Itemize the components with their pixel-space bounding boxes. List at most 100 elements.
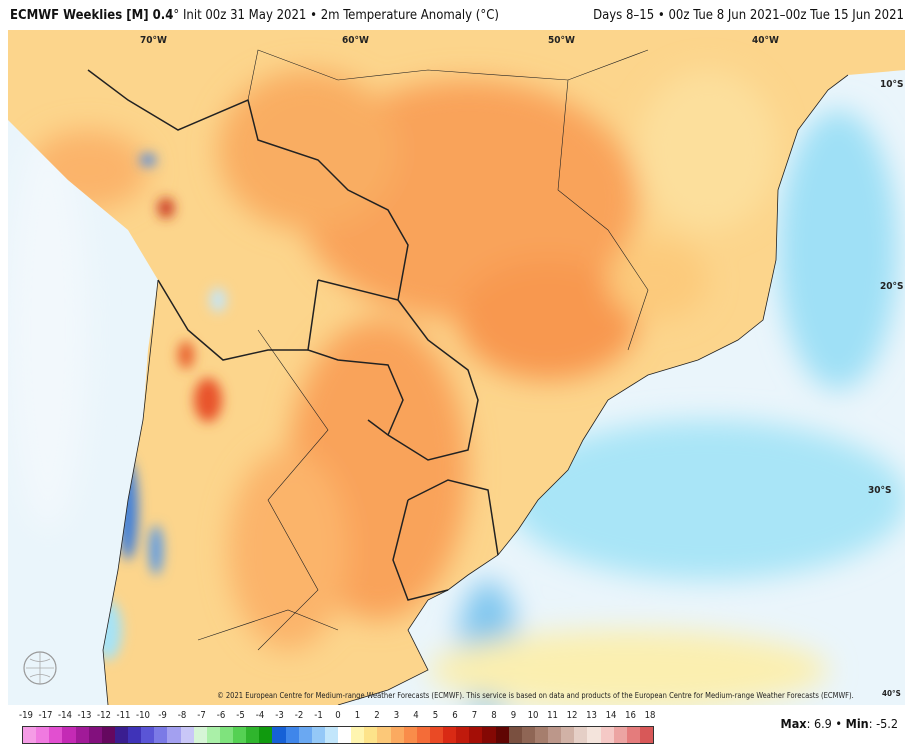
colorbar-swatch [587,727,601,743]
model-title: ECMWF Weeklies [M] 0.4 [10,8,174,23]
colorbar-tick: 16 [625,710,636,721]
colorbar-tick: 5 [432,710,439,721]
colorbar-swatch [508,727,522,743]
temperature-anomaly-map [8,30,905,705]
colorbar-swatch [180,727,194,743]
colorbar-tick: -17 [38,710,53,721]
colorbar-tick: -8 [177,710,187,721]
colorbar-swatch [338,727,352,743]
colorbar-swatch [246,727,260,743]
lat-label: 40°S [882,689,901,698]
colorbar-tick: 13 [586,710,597,721]
colorbar-tick: -1 [314,710,323,721]
colorbar-tick: 0 [335,710,341,721]
colorbar-swatch [298,727,312,743]
valid-period: Days 8–15 • 00z Tue 8 Jun 2021–00z Tue 1… [593,8,904,23]
colorbar-swatch [101,727,115,743]
colorbar-swatch [259,727,273,743]
colorbar-swatch [600,727,614,743]
colorbar-tick: 2 [374,710,380,721]
colorbar-swatch [403,727,417,743]
colorbar-swatch [285,727,299,743]
colorbar-swatch [390,727,404,743]
colorbar-tick: 14 [605,710,617,721]
colorbar-swatch [49,727,63,743]
colorbar-tick: 9 [510,710,517,721]
colorbar-swatch [36,727,50,743]
colorbar-tick: -7 [197,710,206,721]
colorbar-swatch [128,727,142,743]
header: ECMWF Weeklies [M] 0.4° Init 00z 31 May … [10,8,904,23]
colorbar-swatch [613,727,627,743]
colorbar-tick: -4 [255,710,265,721]
colorbar-tick: 11 [547,710,558,721]
colorbar-tick: 1 [354,710,361,721]
colorbar-swatch [548,727,562,743]
colorbar-swatch [495,727,509,743]
lon-label: 50°W [548,35,575,46]
colorbar-tick: 6 [452,710,458,721]
globe-icon [23,651,57,685]
weatherbell-logo [22,650,82,688]
lat-label: 30°S [868,485,892,496]
colorbar-tick: -11 [116,710,131,721]
colorbar-swatch [88,727,102,743]
colorbar-tick: -13 [77,710,92,721]
colorbar-swatch [443,727,457,743]
colorbar-swatch [469,727,483,743]
colorbar-swatch [626,727,640,743]
copyright-notice: © 2021 European Centre for Medium-range … [217,691,854,700]
lon-label: 70°W [140,35,167,46]
colorbar-swatch [561,727,575,743]
colorbar-swatch [364,727,378,743]
colorbar-tick: -6 [216,710,226,721]
colorbar-swatch [521,727,535,743]
max-min-stats: Max: 6.9 • Min: -5.2 [780,716,898,731]
colorbar-tick: -14 [58,710,72,721]
colorbar-swatch [429,727,443,743]
colorbar-tick: -12 [97,710,111,721]
colorbar-tick: 18 [644,710,656,721]
colorbar-swatch [456,727,470,743]
colorbar-swatch [62,727,76,743]
colorbar-tick: -3 [275,710,284,721]
colorbar [22,726,654,744]
colorbar-swatch [206,727,220,743]
borders [87,49,849,705]
colorbar-swatch [167,727,181,743]
init-time: Init 00z 31 May 2021 [182,8,307,23]
colorbar-swatch [639,727,653,743]
colorbar-swatch [141,727,155,743]
min-value: -5.2 [876,716,898,731]
colorbar-swatch [377,727,391,743]
lon-label: 60°W [342,35,369,46]
colorbar-swatch [311,727,325,743]
colorbar-tick: -9 [158,710,167,721]
ocean-anomalies [8,110,905,705]
colorbar-swatch [272,727,286,743]
colorbar-tick: 7 [471,710,478,721]
colorbar-swatch [351,727,365,743]
lon-label: 40°W [752,35,779,46]
colorbar-swatch [114,727,128,743]
lat-label: 20°S [880,281,904,292]
colorbar-tick: -10 [136,710,150,721]
colorbar-swatch [534,727,548,743]
colorbar-swatch [233,727,247,743]
colorbar-tick: 10 [527,710,539,721]
colorbar-swatch [193,727,207,743]
colorbar-tick: -5 [236,710,245,721]
colorbar-tick: 8 [491,710,497,721]
variable-name: 2m Temperature Anomaly (°C) [320,8,499,23]
colorbar-swatch [324,727,338,743]
colorbar-tick: -19 [19,710,33,721]
colorbar-swatch [482,727,496,743]
lat-label: 10°S [880,79,904,90]
max-value: 6.9 [813,716,832,731]
colorbar-swatch [154,727,168,743]
colorbar-swatch [23,727,37,743]
colorbar-swatch [574,727,588,743]
colorbar-tick: 3 [393,710,400,721]
colorbar-swatch [219,727,233,743]
colorbar-tick: 4 [413,710,419,721]
